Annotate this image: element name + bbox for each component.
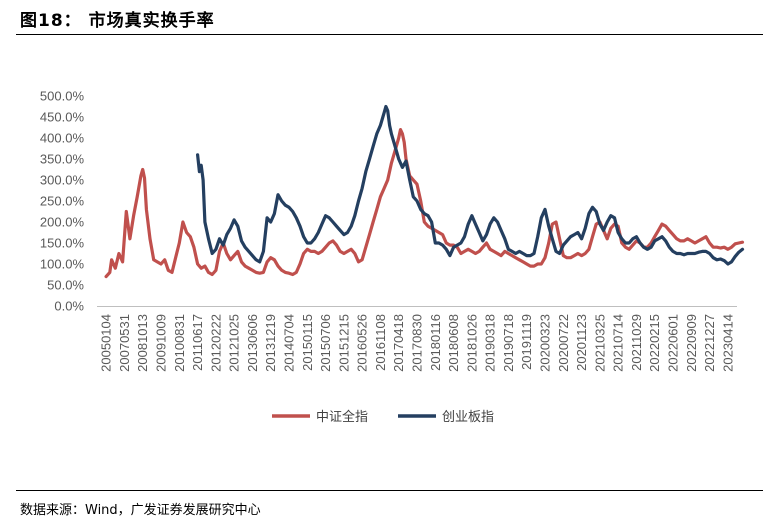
x-tick-label: 20131219 <box>263 314 278 372</box>
legend-label: 创业板指 <box>442 410 494 425</box>
x-tick-label: 20211029 <box>629 314 644 371</box>
x-tick-label: 20190718 <box>501 314 516 372</box>
x-tick-label: 20200722 <box>556 314 571 372</box>
y-axis-ticks: 0.0% 50.0% 100.0% 150.0% 200.0% 250.0% 300.0% 3… <box>40 89 85 314</box>
y-tick-label: 400.0% <box>40 131 85 146</box>
x-tick-label: 20150706 <box>318 314 333 372</box>
x-tick-label: 20140704 <box>282 314 297 372</box>
x-tick-label: 20180116 <box>428 314 443 371</box>
y-tick-label: 200.0% <box>40 215 85 230</box>
x-tick-label: 20091009 <box>154 314 169 372</box>
y-tick-label: 500.0% <box>40 89 85 104</box>
x-tick-label: 20210325 <box>592 314 607 372</box>
x-tick-label: 20220601 <box>666 314 681 372</box>
x-tick-label: 20181026 <box>464 314 479 372</box>
x-tick-label: 20191119 <box>519 314 534 370</box>
x-tick-label: 20160526 <box>355 314 370 372</box>
series-line-csi-all-share <box>104 128 745 279</box>
chart-legend: 中证全指 创业板指 <box>272 409 494 425</box>
x-tick-label: 20070531 <box>117 314 132 372</box>
figure-title: 图18： 市场真实换手率 <box>20 11 215 31</box>
title-divider <box>16 34 763 35</box>
x-axis-ticks: 20050104 20070531 20081013 20091009 20100831… <box>99 314 736 372</box>
y-tick-label: 100.0% <box>40 257 85 272</box>
y-tick-label: 350.0% <box>40 152 85 167</box>
y-tick-label: 50.0% <box>47 278 84 293</box>
x-tick-label: 20130606 <box>245 314 260 372</box>
x-tick-label: 20201123 <box>574 314 589 371</box>
x-tick-label: 20100831 <box>172 314 187 372</box>
x-tick-label: 20151215 <box>336 314 351 372</box>
source-note: 数据来源：Wind，广发证券发展研究中心 <box>20 503 261 518</box>
x-tick-label: 20050104 <box>99 314 114 372</box>
y-tick-label: 0.0% <box>54 299 84 314</box>
x-tick-label: 20161108 <box>373 314 388 371</box>
x-tick-label: 20180608 <box>446 314 461 372</box>
x-tick-label: 20150115 <box>300 314 315 371</box>
y-tick-label: 450.0% <box>40 110 85 125</box>
footer-divider <box>16 490 763 491</box>
x-tick-label: 20121025 <box>227 314 242 372</box>
y-tick-label: 300.0% <box>40 173 85 188</box>
series-lines <box>104 104 745 279</box>
x-tick-label: 20220215 <box>647 314 662 372</box>
x-tick-label: 20221227 <box>702 314 717 372</box>
y-tick-label: 150.0% <box>40 236 85 251</box>
x-tick-label: 20200323 <box>538 314 553 372</box>
x-tick-label: 20170418 <box>391 314 406 372</box>
y-tick-label: 250.0% <box>40 194 85 209</box>
series-line-chinext <box>196 104 745 266</box>
x-tick-label: 20170830 <box>410 314 425 372</box>
x-tick-label: 20110617 <box>190 314 205 371</box>
x-tick-label: 20081013 <box>135 314 150 372</box>
x-tick-label: 20120222 <box>208 314 223 372</box>
legend-label: 中证全指 <box>316 409 368 425</box>
x-tick-label: 20190318 <box>483 314 498 372</box>
x-tick-label: 20230414 <box>720 314 735 372</box>
x-tick-label: 20210714 <box>611 314 626 372</box>
x-tick-label: 20220909 <box>684 314 699 372</box>
